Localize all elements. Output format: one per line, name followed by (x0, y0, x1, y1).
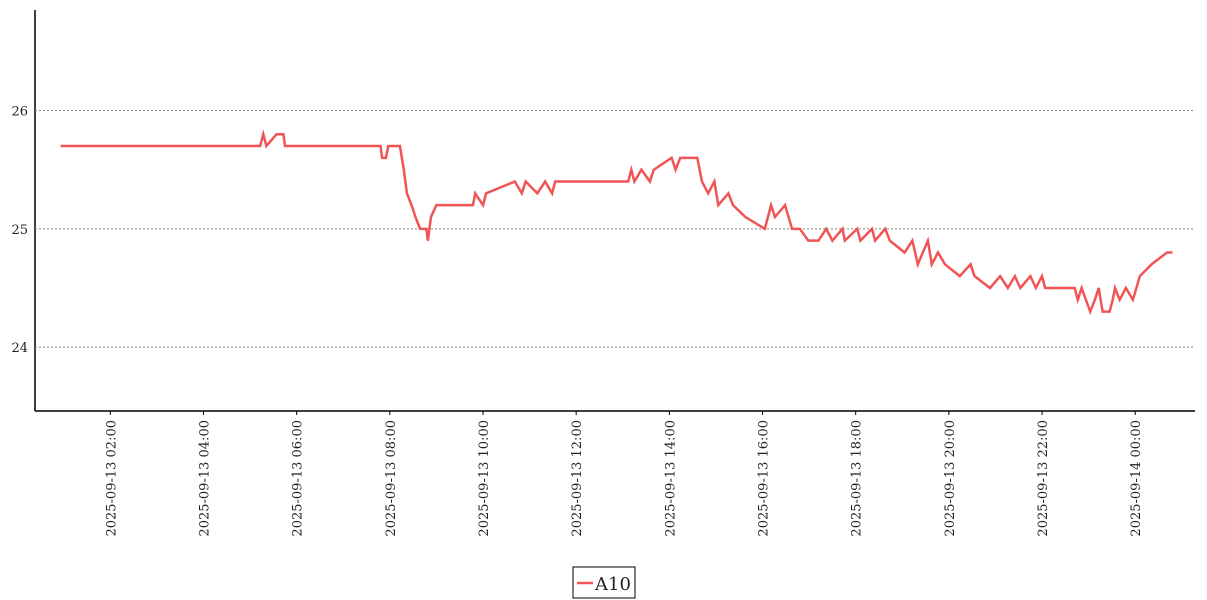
x-tick-label: 2025-09-13 12:00 (570, 420, 585, 537)
x-tick-label: 2025-09-13 06:00 (291, 420, 306, 537)
y-tick-label: 24 (11, 341, 28, 356)
x-tick-label: 2025-09-13 04:00 (197, 420, 212, 537)
x-tick-label: 2025-09-13 20:00 (943, 420, 958, 537)
data-line (60, 129, 1173, 316)
legend: A10 (572, 566, 636, 599)
x-tick-label: 2025-09-13 22:00 (1036, 420, 1051, 537)
x-tick-label: 2025-09-14 00:00 (1129, 420, 1144, 537)
y-tick-label: 25 (11, 223, 28, 238)
x-tick-label: 2025-09-13 18:00 (850, 420, 865, 537)
x-tick-label: 2025-09-13 10:00 (477, 420, 492, 537)
x-tick-label: 2025-09-13 08:00 (384, 420, 399, 537)
x-tick-label: 2025-09-13 14:00 (663, 420, 678, 537)
x-tick-label: 2025-09-13 16:00 (757, 420, 772, 537)
x-tick-label: 2025-09-13 02:00 (104, 420, 119, 537)
y-tick-label: 26 (11, 105, 28, 120)
legend-label: A10 (594, 574, 631, 595)
